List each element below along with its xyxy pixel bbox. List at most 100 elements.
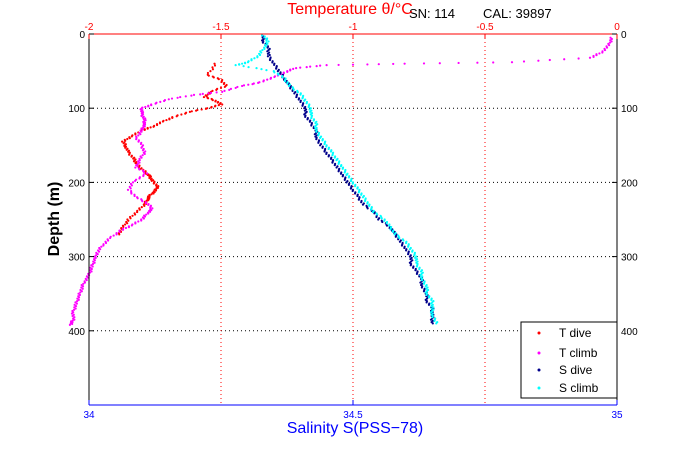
data-point xyxy=(122,142,125,145)
data-point xyxy=(268,53,271,57)
data-point xyxy=(155,184,158,187)
data-point xyxy=(427,296,431,299)
data-point xyxy=(306,118,309,121)
data-point xyxy=(357,198,360,201)
data-point xyxy=(303,107,306,110)
data-point xyxy=(393,233,396,236)
data-point xyxy=(241,62,244,65)
data-point xyxy=(373,212,376,215)
data-point xyxy=(241,84,244,88)
data-point xyxy=(287,84,291,88)
data-point xyxy=(383,219,386,222)
data-point xyxy=(150,179,153,183)
depth-tick-label-left: 200 xyxy=(68,178,85,189)
data-point xyxy=(351,63,355,66)
data-point xyxy=(126,188,130,191)
data-point xyxy=(276,70,279,73)
data-point xyxy=(168,118,171,121)
data-point xyxy=(429,311,433,314)
legend-marker-t-climb xyxy=(537,351,541,355)
data-point xyxy=(331,154,334,157)
data-point xyxy=(154,189,158,192)
data-point xyxy=(299,100,302,104)
data-point xyxy=(610,40,613,43)
data-point xyxy=(242,65,245,68)
data-point xyxy=(74,304,78,308)
data-point xyxy=(577,57,580,60)
data-point xyxy=(304,115,307,118)
data-point xyxy=(412,266,415,269)
data-point xyxy=(286,82,289,85)
data-point xyxy=(93,259,96,262)
data-point xyxy=(124,226,128,230)
data-point xyxy=(351,189,354,193)
data-point xyxy=(133,213,137,216)
data-point xyxy=(80,290,83,293)
data-point xyxy=(213,64,217,67)
data-point xyxy=(321,146,324,149)
depth-tick-label-left: 100 xyxy=(68,104,85,115)
data-point xyxy=(308,120,311,123)
data-point xyxy=(325,64,328,67)
data-point xyxy=(121,140,124,143)
data-point xyxy=(297,98,300,101)
data-point xyxy=(492,61,495,64)
data-point xyxy=(371,210,375,214)
data-point xyxy=(126,137,129,141)
data-point xyxy=(341,167,344,170)
data-point xyxy=(317,141,320,144)
data-point xyxy=(146,127,149,130)
data-point xyxy=(223,89,226,92)
data-point xyxy=(255,67,258,70)
data-point xyxy=(142,217,145,220)
data-point xyxy=(134,133,137,136)
data-point xyxy=(141,149,145,152)
data-point xyxy=(266,78,269,81)
data-point xyxy=(77,298,80,301)
data-point xyxy=(317,134,320,137)
data-point xyxy=(140,114,143,117)
data-point xyxy=(389,228,392,231)
data-point xyxy=(267,40,270,43)
data-point xyxy=(136,165,139,168)
data-point xyxy=(281,76,284,79)
data-point xyxy=(314,121,317,125)
data-point xyxy=(433,319,436,323)
data-point xyxy=(126,222,129,225)
data-point xyxy=(131,214,134,217)
data-point xyxy=(418,267,421,271)
data-point xyxy=(260,34,264,37)
data-point xyxy=(219,86,223,90)
temperature-tick-label: -0.5 xyxy=(476,22,494,33)
depth-tick-label-right: 0 xyxy=(621,30,627,41)
data-point xyxy=(435,322,438,325)
data-point xyxy=(238,63,241,66)
data-point xyxy=(415,265,419,268)
data-point xyxy=(155,187,158,190)
data-point xyxy=(138,177,141,180)
data-point xyxy=(135,138,138,141)
data-point xyxy=(325,145,328,148)
data-point xyxy=(143,125,146,128)
data-point xyxy=(339,172,343,175)
data-point xyxy=(339,165,343,168)
data-point xyxy=(123,144,126,148)
data-point xyxy=(90,270,93,273)
data-point xyxy=(215,88,218,91)
data-point xyxy=(71,322,74,326)
data-point xyxy=(381,220,384,224)
data-point xyxy=(299,66,302,69)
data-point xyxy=(289,69,292,72)
data-point xyxy=(127,226,131,229)
data-point xyxy=(137,134,140,137)
data-point xyxy=(261,36,264,39)
data-point xyxy=(420,286,424,289)
legend-item-s-climb: S climb xyxy=(537,381,599,395)
data-point xyxy=(258,53,262,57)
depth-tick-label-right: 200 xyxy=(621,178,638,189)
data-point xyxy=(163,99,166,103)
data-point xyxy=(313,125,316,128)
data-point xyxy=(380,217,383,220)
data-point xyxy=(608,41,612,44)
data-point xyxy=(141,200,144,203)
